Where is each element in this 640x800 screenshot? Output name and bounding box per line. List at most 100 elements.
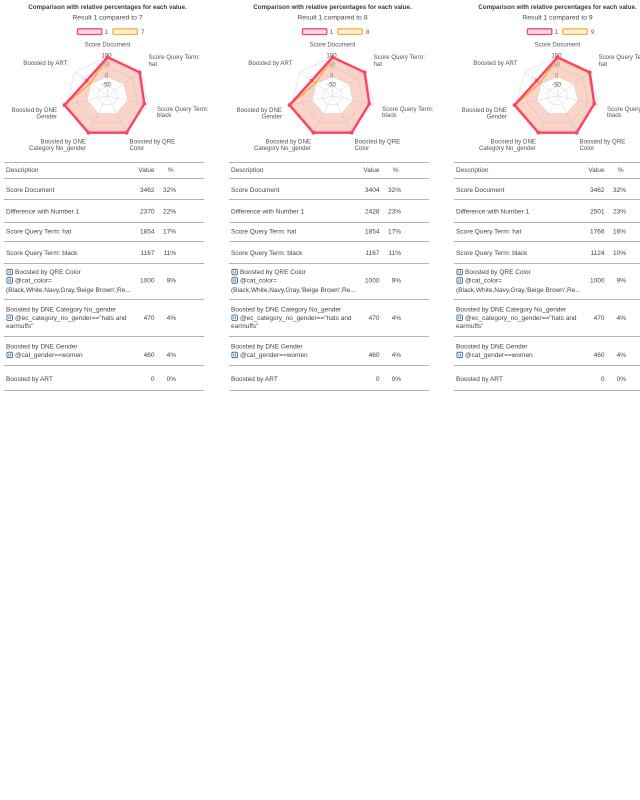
svg-text:earmuffs": earmuffs": [6, 323, 34, 330]
svg-text:2370: 2370: [140, 209, 155, 216]
svg-text:1: 1: [105, 29, 109, 36]
svg-text:Score Document: Score Document: [456, 187, 505, 194]
svg-text:Boosted by QRE Color: Boosted by QRE Color: [240, 269, 307, 276]
svg-text:@ec_category_no_gender=="hats: @ec_category_no_gender=="hats and: [15, 315, 127, 322]
svg-text:4%: 4%: [392, 315, 402, 322]
svg-text:32%: 32%: [388, 187, 401, 194]
svg-text:hat: hat: [149, 61, 158, 68]
svg-text:@ec_category_no_gender=="hats: @ec_category_no_gender=="hats and: [465, 315, 577, 322]
svg-text:1124: 1124: [591, 250, 605, 257]
svg-text:Score Document: Score Document: [310, 42, 356, 49]
svg-text:2428: 2428: [365, 209, 380, 216]
svg-text:@ec_category_no_gender=="hats: @ec_category_no_gender=="hats and: [240, 315, 352, 322]
svg-text:0: 0: [151, 376, 155, 383]
svg-text:Score Query Term:: Score Query Term:: [374, 54, 426, 61]
svg-text:0%: 0%: [392, 376, 402, 383]
svg-text:Value: Value: [363, 167, 380, 174]
svg-text:Boosted by DNE Category No_gen: Boosted by DNE Category No_gender: [231, 306, 342, 313]
svg-text:Score Document: Score Document: [231, 187, 280, 194]
svg-text:Boosted by DNE Gender: Boosted by DNE Gender: [456, 344, 528, 351]
svg-text:17%: 17%: [163, 229, 176, 236]
svg-text:8: 8: [366, 29, 370, 36]
svg-text:%: %: [168, 167, 174, 174]
svg-text:1854: 1854: [140, 229, 155, 236]
svg-text:Gender: Gender: [37, 114, 57, 121]
svg-text:1167: 1167: [141, 250, 155, 257]
svg-text:Comparison with relative perce: Comparison with relative percentages for…: [253, 4, 412, 11]
svg-text:9%: 9%: [617, 277, 627, 284]
svg-text:460: 460: [594, 352, 605, 359]
svg-text:Comparison with relative perce: Comparison with relative percentages for…: [28, 4, 187, 11]
svg-text:470: 470: [144, 315, 155, 322]
svg-text:@cat_color=: @cat_color=: [465, 277, 502, 284]
svg-text:-50: -50: [552, 81, 561, 88]
svg-text:%: %: [393, 167, 399, 174]
svg-text:22%: 22%: [163, 209, 176, 216]
svg-text:2501: 2501: [590, 209, 605, 216]
svg-text:Description: Description: [231, 167, 264, 174]
svg-text:Score Query Term:: Score Query Term:: [599, 54, 640, 61]
svg-text:-50: -50: [102, 81, 111, 88]
svg-text:(Black,White,Navy,Gray,'Beige: (Black,White,Navy,Gray,'Beige Brown',Re.…: [231, 287, 356, 294]
svg-text:7: 7: [141, 29, 145, 36]
svg-text:(Black,White,Navy,Gray,'Beige: (Black,White,Navy,Gray,'Beige Brown',Re.…: [6, 287, 131, 294]
svg-text:Boosted by ART: Boosted by ART: [231, 376, 278, 383]
svg-text:Boosted by ART: Boosted by ART: [23, 60, 68, 67]
svg-text:17%: 17%: [388, 229, 401, 236]
svg-text:23%: 23%: [613, 209, 626, 216]
svg-text:@cat_gender==women: @cat_gender==women: [240, 352, 308, 359]
svg-text:Difference with Number 1: Difference with Number 1: [456, 209, 530, 216]
svg-text:4%: 4%: [167, 352, 177, 359]
svg-text:@cat_gender==women: @cat_gender==women: [15, 352, 83, 359]
svg-text:hat: hat: [599, 61, 608, 68]
svg-text:Boosted by ART: Boosted by ART: [248, 60, 293, 67]
svg-text:0%: 0%: [617, 376, 627, 383]
svg-text:1: 1: [555, 29, 559, 36]
svg-text:(Black,White,Navy,Gray,'Beige: (Black,White,Navy,Gray,'Beige Brown',Re.…: [456, 287, 581, 294]
svg-text:earmuffs": earmuffs": [456, 323, 484, 330]
svg-text:Gender: Gender: [262, 114, 282, 121]
svg-text:black: black: [382, 112, 397, 119]
svg-text:1766: 1766: [590, 229, 605, 236]
svg-text:Result 1 compared to 7: Result 1 compared to 7: [72, 15, 142, 22]
svg-text:@cat_color=: @cat_color=: [240, 277, 277, 284]
svg-text:Boosted by DNE Category No_gen: Boosted by DNE Category No_gender: [6, 306, 117, 313]
svg-text:1167: 1167: [366, 250, 380, 257]
svg-text:10%: 10%: [613, 250, 626, 257]
svg-text:Boosted by ART: Boosted by ART: [473, 60, 518, 67]
svg-text:Difference with Number 1: Difference with Number 1: [231, 209, 305, 216]
svg-text:32%: 32%: [613, 187, 626, 194]
svg-text:hat: hat: [374, 61, 383, 68]
svg-text:470: 470: [594, 315, 605, 322]
svg-text:Value: Value: [138, 167, 155, 174]
svg-text:470: 470: [369, 315, 380, 322]
svg-text:-50: -50: [327, 81, 336, 88]
svg-text:black: black: [607, 112, 622, 119]
svg-text:black: black: [157, 112, 172, 119]
svg-text:Boosted by ART: Boosted by ART: [456, 376, 503, 383]
svg-text:Category No_gender: Category No_gender: [254, 145, 311, 152]
svg-text:Boosted by QRE Color: Boosted by QRE Color: [465, 269, 532, 276]
svg-text:Description: Description: [6, 167, 39, 174]
svg-text:Color: Color: [130, 145, 145, 152]
svg-text:Score Query Term: hat: Score Query Term: hat: [6, 229, 71, 236]
svg-text:Category No_gender: Category No_gender: [29, 145, 86, 152]
svg-text:9%: 9%: [392, 277, 402, 284]
svg-text:Score Query Term:: Score Query Term:: [149, 54, 201, 61]
svg-text:@cat_color=: @cat_color=: [15, 277, 52, 284]
svg-text:4%: 4%: [617, 315, 627, 322]
svg-text:23%: 23%: [388, 209, 401, 216]
svg-text:@cat_gender==women: @cat_gender==women: [465, 352, 533, 359]
svg-text:Score Query Term: hat: Score Query Term: hat: [456, 229, 521, 236]
svg-text:1000: 1000: [365, 277, 380, 284]
svg-text:16%: 16%: [613, 229, 626, 236]
svg-text:0: 0: [601, 376, 605, 383]
svg-text:Color: Color: [355, 145, 370, 152]
svg-text:Score Query Term: hat: Score Query Term: hat: [231, 229, 296, 236]
svg-text:Score Document: Score Document: [6, 187, 55, 194]
svg-text:32%: 32%: [163, 187, 176, 194]
svg-text:earmuffs": earmuffs": [231, 323, 259, 330]
svg-text:4%: 4%: [167, 315, 177, 322]
svg-text:Result 1 compared to 8: Result 1 compared to 8: [297, 15, 367, 22]
svg-text:0%: 0%: [167, 376, 177, 383]
